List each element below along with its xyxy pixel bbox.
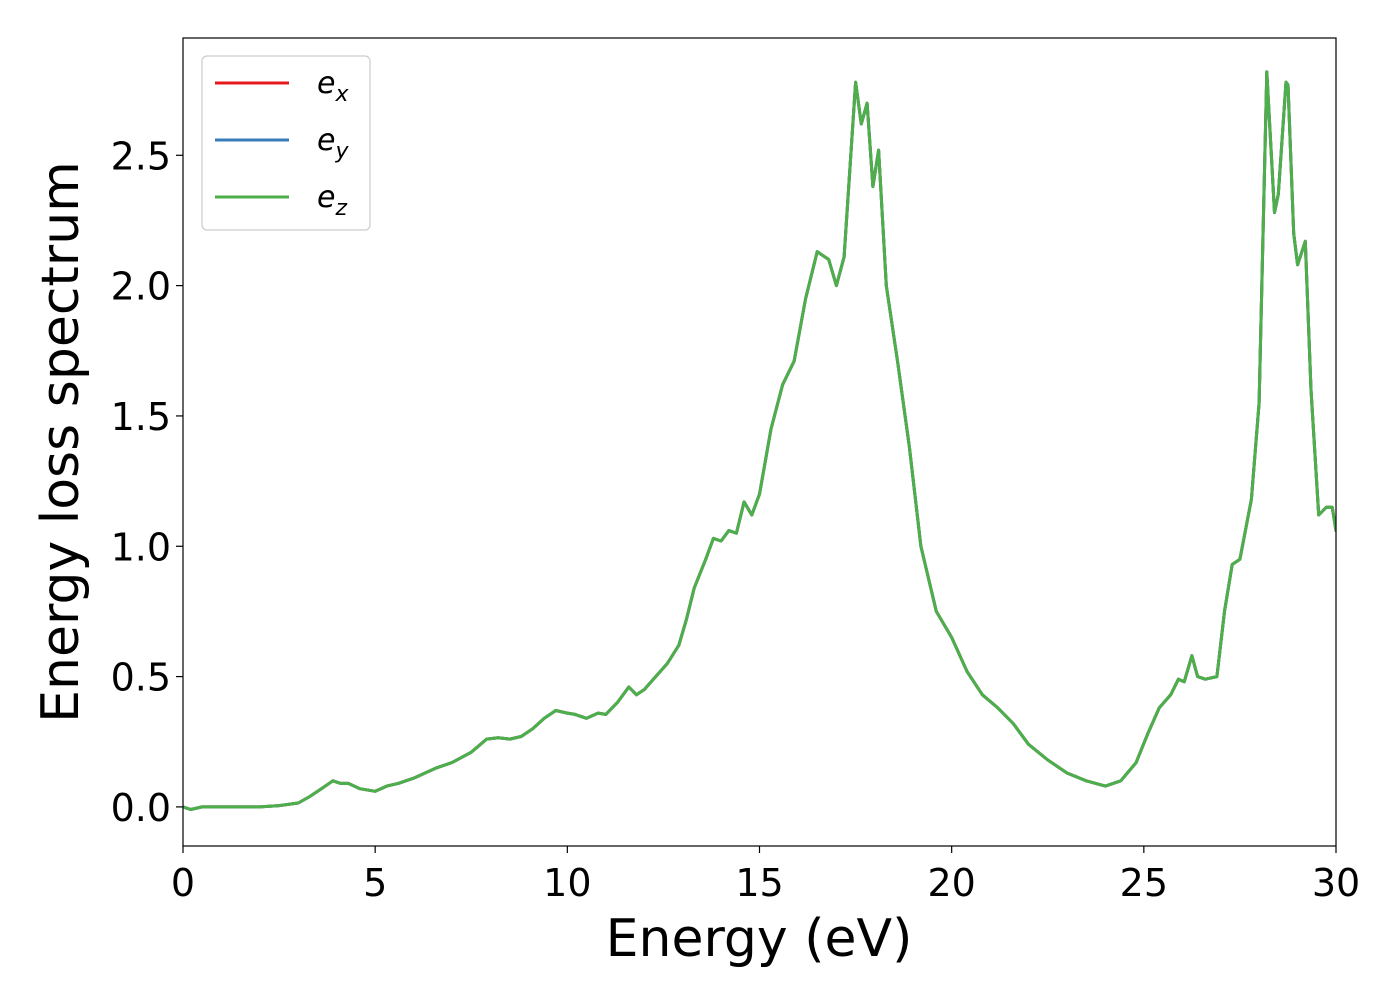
y-tick-label: 2.5 <box>111 134 171 178</box>
x-tick-label: 15 <box>735 861 783 905</box>
x-axis: 0 5 10 15 20 25 30 <box>171 846 1360 905</box>
legend-label-base: e <box>317 66 335 101</box>
legend-box <box>201 55 371 231</box>
y-axis: 0.0 0.5 1.0 1.5 2.0 2.5 <box>111 134 183 830</box>
y-tick-label: 0.0 <box>111 786 171 830</box>
x-tick-label: 0 <box>171 861 195 905</box>
x-tick-label: 20 <box>927 861 975 905</box>
y-tick-label: 1.0 <box>111 525 171 569</box>
x-axis-label: Energy (eV) <box>606 909 913 969</box>
legend-label-base: e <box>317 180 335 215</box>
legend-label-x: ex <box>317 66 349 107</box>
series-layer <box>183 70 1336 811</box>
y-tick-label: 1.5 <box>111 395 171 439</box>
x-tick-label: 25 <box>1120 861 1168 905</box>
x-tick-label: 10 <box>543 861 591 905</box>
y-tick-label: 2.0 <box>111 265 171 309</box>
legend-label-base: e <box>317 123 335 158</box>
y-tick-label: 0.5 <box>111 656 171 700</box>
legend-label-subscript: x <box>334 82 349 107</box>
legend-label-subscript: z <box>334 196 347 221</box>
x-tick-label: 5 <box>363 861 387 905</box>
legend-label-subscript: y <box>334 139 349 164</box>
legend-label-y: ey <box>317 123 349 164</box>
x-tick-label: 30 <box>1312 861 1360 905</box>
series-line-z <box>183 70 1336 811</box>
legend-label-z: ez <box>317 180 347 221</box>
y-axis-label: Energy loss spectrum <box>31 161 91 723</box>
